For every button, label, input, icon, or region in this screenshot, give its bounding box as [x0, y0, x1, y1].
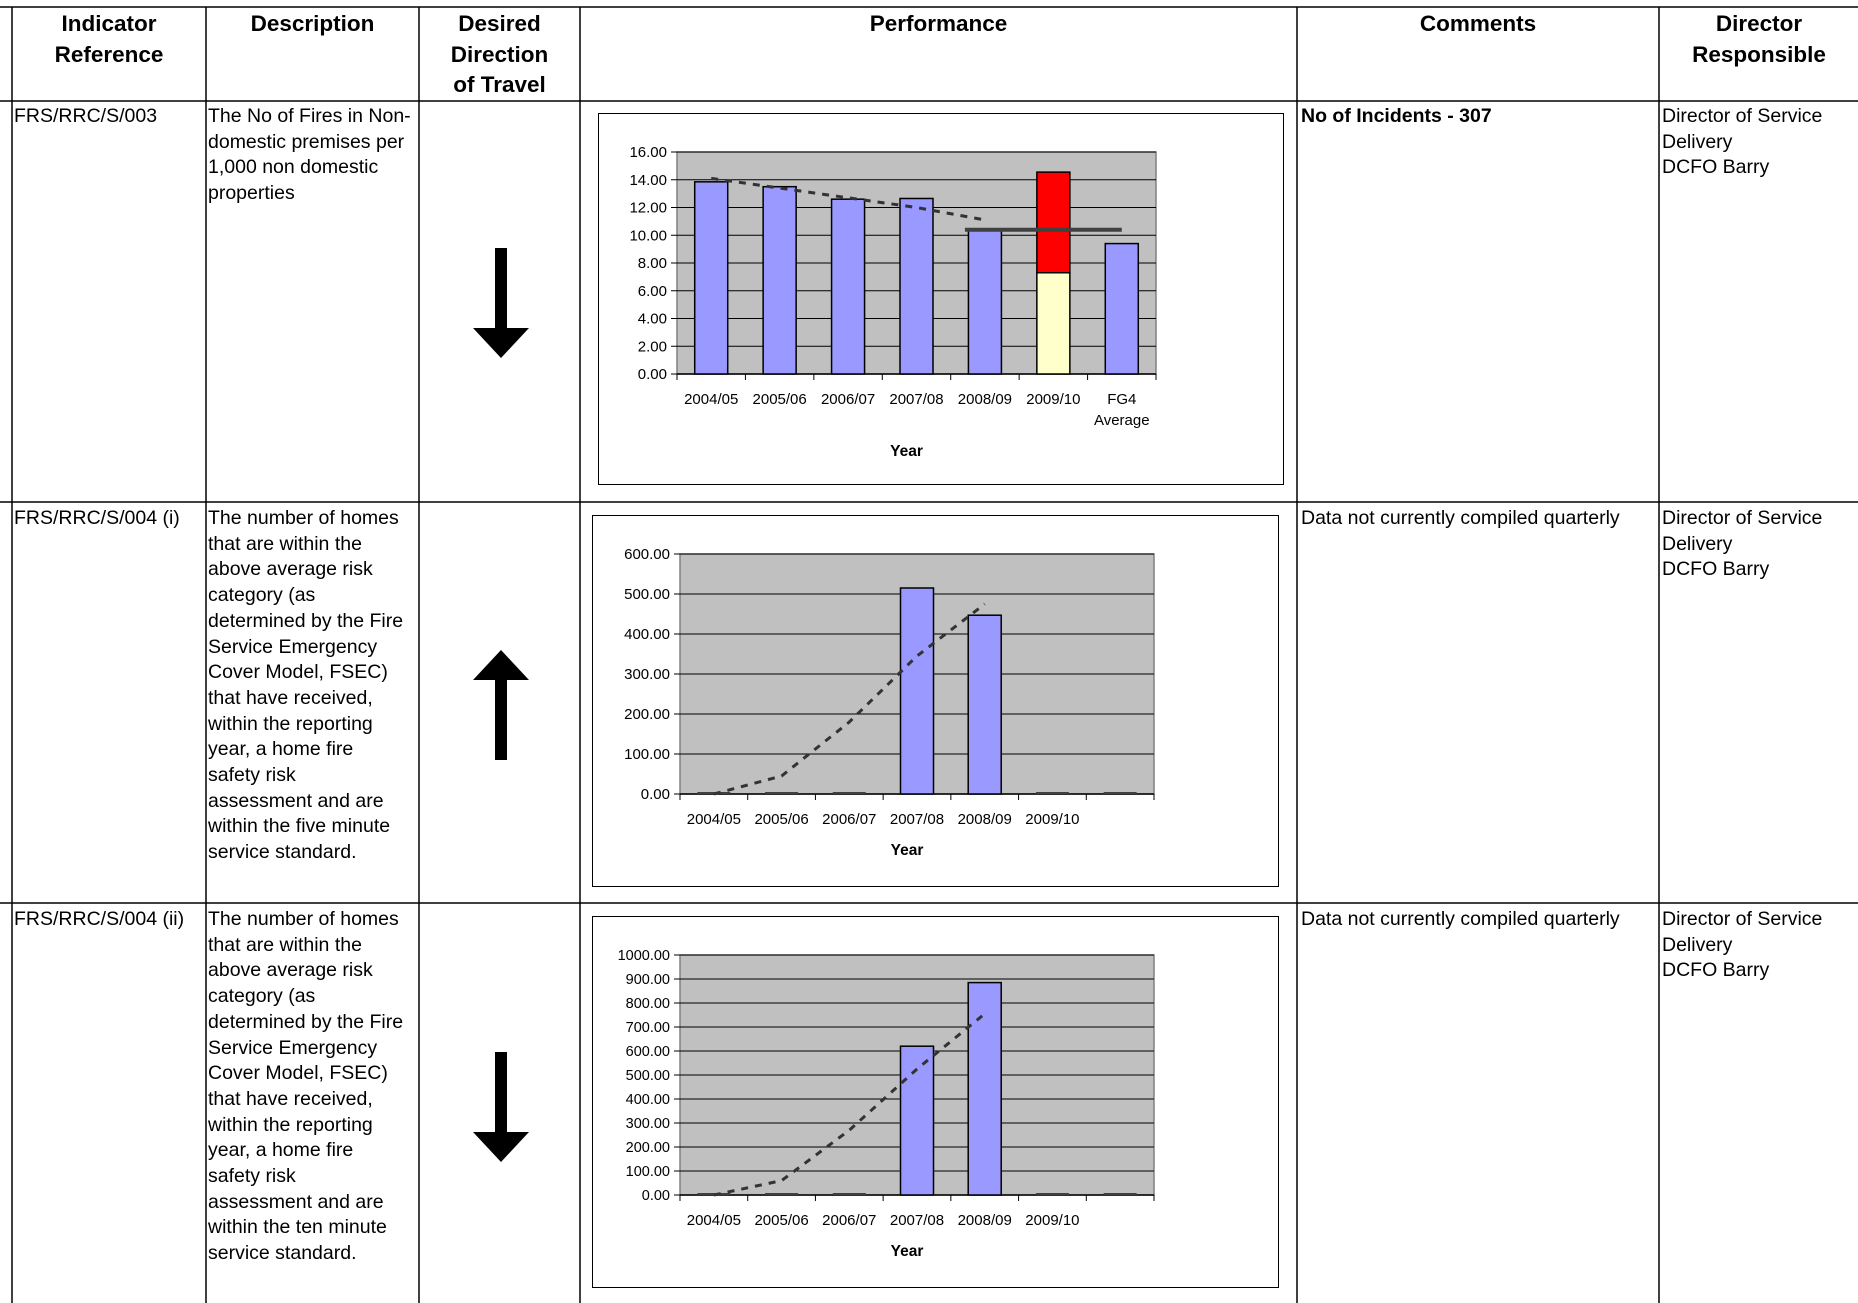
chart-3-frame: 0.00 100.00 200.00 300.00 400.00 500.00 600.00…	[592, 916, 1279, 1288]
row-1-comment: No of Incidents - 307	[1301, 105, 1492, 127]
y-tick-label: 200.00	[624, 706, 670, 723]
y-tick-label: 600.00	[624, 546, 670, 563]
y-tick-label: 500.00	[626, 1068, 670, 1084]
row-2-director: Director of Service Delivery DCFO Barry	[1662, 507, 1823, 581]
x-tick-label: 2004/05	[687, 811, 741, 828]
y-tick-label: 300.00	[624, 666, 670, 683]
row-2-comment: Data not currently compiled quarterly	[1301, 507, 1620, 529]
x-tick-label: FG4	[1107, 391, 1136, 408]
row-3-director: Director of Service Delivery DCFO Barry	[1662, 908, 1823, 982]
x-tick-label: Average	[1094, 412, 1150, 429]
chart-3: 0.00 100.00 200.00 300.00 400.00 500.00 600.00…	[618, 948, 1155, 1260]
x-tick-label: 2007/08	[890, 811, 944, 828]
x-tick-label: 2004/05	[687, 1212, 741, 1229]
x-tick-label: 2008/09	[958, 1212, 1012, 1229]
x-tick-label: 2009/10	[1026, 391, 1080, 408]
y-tick-label: 100.00	[624, 746, 670, 763]
x-tick-label: 2009/10	[1025, 811, 1079, 828]
x-tick-label: 2005/06	[753, 391, 807, 408]
row-3-description: The number of homes that are within the …	[208, 908, 404, 1265]
header-description: Description	[250, 11, 375, 36]
bar	[693, 181, 729, 375]
x-tick-label: 2008/09	[958, 811, 1012, 828]
x-tick-label: 2005/06	[754, 1212, 808, 1229]
x-tick-label: 2004/05	[684, 391, 738, 408]
y-tick-label: 2.00	[638, 338, 667, 355]
bar	[762, 185, 797, 375]
y-tick-label: 100.00	[626, 1164, 670, 1180]
y-tick-label: 16.00	[629, 144, 667, 161]
header-indicator-reference: Indicator Reference	[54, 11, 164, 67]
y-tick-label: 900.00	[626, 972, 670, 988]
y-tick-label: 800.00	[626, 996, 670, 1012]
bar	[1104, 242, 1140, 375]
y-tick-label: 12.00	[629, 200, 667, 217]
y-tick-label: 600.00	[626, 1044, 670, 1060]
row-3-reference: FRS/RRC/S/004 (ii)	[14, 908, 185, 930]
x-axis-title: Year	[891, 842, 924, 859]
chart-2: 0.00 100.00 200.00 300.00 400.00 500.00 600.00…	[624, 546, 1155, 859]
y-tick-label: 400.00	[626, 1092, 670, 1108]
row-1-director: Director of Service Delivery DCFO Barry	[1662, 105, 1823, 179]
y-tick-label: 6.00	[638, 283, 667, 300]
row-1-description: The No of Fires in Non- domestic premise…	[208, 105, 411, 205]
header-comments: Comments	[1419, 11, 1537, 36]
bar	[830, 198, 866, 375]
bar	[899, 1045, 935, 1196]
chart-1: 0.00 2.00 4.00 6.00 8.00 10.00 12.00 14.00 16.00…	[629, 144, 1157, 460]
bar	[967, 228, 1003, 375]
x-tick-label: 2009/10	[1025, 1212, 1079, 1229]
bar	[899, 197, 934, 375]
arrow-down-icon	[473, 1052, 529, 1162]
y-tick-label: 0.00	[642, 1188, 670, 1204]
header-director-responsible: Director Responsible	[1692, 11, 1826, 67]
y-tick-label: 4.00	[638, 311, 667, 328]
x-tick-label: 2007/08	[890, 1212, 944, 1229]
bar	[899, 587, 935, 795]
bar	[967, 981, 1002, 1196]
arrow-up-icon	[473, 650, 529, 760]
x-tick-label: 2007/08	[889, 391, 943, 408]
trendline	[713, 602, 986, 796]
x-tick-label: 2006/07	[821, 391, 875, 408]
arrow-down-icon	[473, 248, 529, 358]
row-2-reference: FRS/RRC/S/004 (i)	[14, 507, 180, 529]
trendline	[711, 176, 986, 222]
y-tick-label: 14.00	[629, 172, 667, 189]
x-axis-title: Year	[891, 1243, 924, 1260]
x-axis-title: Year	[890, 443, 923, 460]
chart-2-frame: 0.00 100.00 200.00 300.00 400.00 500.00 600.00…	[592, 515, 1279, 887]
x-tick-label: 2005/06	[754, 811, 808, 828]
header-performance: Performance	[869, 11, 1008, 36]
y-tick-label: 200.00	[626, 1140, 670, 1156]
y-tick-label: 300.00	[626, 1116, 670, 1132]
bar-stack-lower	[1036, 271, 1071, 375]
row-3-comment: Data not currently compiled quarterly	[1301, 908, 1620, 930]
trendline	[713, 1012, 986, 1197]
bar-stack-upper	[1036, 171, 1071, 274]
chart-1-frame: 0.00 2.00 4.00 6.00 8.00 10.00 12.00 14.00 16.00…	[598, 113, 1284, 485]
x-tick-label: 2006/07	[822, 1212, 876, 1229]
header-desired-direction: Desired Direction of Travel	[450, 11, 549, 97]
row-1-reference: FRS/RRC/S/003	[14, 105, 158, 127]
x-tick-label: 2008/09	[958, 391, 1012, 408]
y-tick-label: 10.00	[629, 227, 667, 244]
y-tick-label: 400.00	[624, 626, 670, 643]
row-2-description: The number of homes that are within the …	[208, 507, 404, 864]
y-tick-label: 500.00	[624, 586, 670, 603]
y-tick-label: 1000.00	[618, 948, 670, 964]
y-tick-label: 700.00	[626, 1020, 670, 1036]
bar	[967, 614, 1002, 795]
y-tick-label: 0.00	[641, 786, 670, 803]
y-tick-label: 0.00	[638, 366, 667, 383]
x-tick-label: 2006/07	[822, 811, 876, 828]
y-tick-label: 8.00	[638, 255, 667, 272]
